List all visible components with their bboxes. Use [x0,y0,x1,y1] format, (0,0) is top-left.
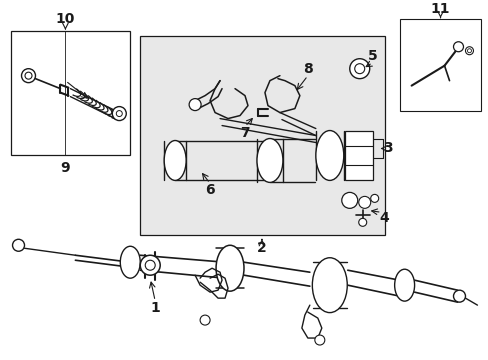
Text: 5: 5 [367,49,377,63]
Circle shape [370,194,378,202]
Circle shape [116,111,122,117]
Circle shape [467,49,470,53]
Bar [140,36,384,235]
Circle shape [140,255,160,275]
Circle shape [200,315,210,325]
Bar [399,19,481,111]
Text: 1: 1 [150,301,160,315]
Circle shape [452,42,463,52]
Circle shape [465,47,472,55]
Ellipse shape [394,269,414,301]
Circle shape [341,192,357,208]
Circle shape [112,107,126,121]
Text: 4: 4 [379,211,389,225]
Text: 8: 8 [303,62,312,76]
Text: 6: 6 [205,183,214,197]
Text: 7: 7 [240,126,249,140]
Circle shape [349,59,369,78]
Ellipse shape [120,246,140,278]
Ellipse shape [315,131,343,180]
Ellipse shape [257,139,283,183]
Circle shape [25,72,32,79]
Circle shape [358,197,370,208]
Circle shape [21,69,36,83]
Ellipse shape [216,245,244,291]
Ellipse shape [164,140,186,180]
Bar [344,131,372,180]
Circle shape [314,335,324,345]
Text: 3: 3 [382,141,392,156]
Text: 11: 11 [430,2,449,16]
Bar [11,31,130,156]
Circle shape [189,99,201,111]
Ellipse shape [312,258,346,312]
Text: 2: 2 [257,241,266,255]
Text: 9: 9 [61,161,70,175]
Circle shape [13,239,24,251]
Circle shape [145,260,155,270]
Text: 10: 10 [56,12,75,26]
Circle shape [358,218,366,226]
Circle shape [452,290,465,302]
Circle shape [354,64,364,74]
